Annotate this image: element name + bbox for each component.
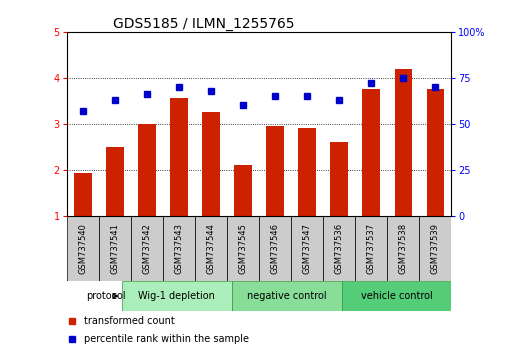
Bar — [74, 173, 91, 216]
Bar — [170, 98, 188, 216]
Text: GSM737545: GSM737545 — [239, 223, 248, 274]
Bar — [131, 216, 163, 281]
Bar — [342, 281, 451, 311]
Bar — [299, 129, 316, 216]
Text: GSM737543: GSM737543 — [174, 223, 184, 274]
Bar — [330, 142, 348, 216]
Bar — [98, 216, 131, 281]
Text: GSM737541: GSM737541 — [110, 223, 120, 274]
Text: negative control: negative control — [247, 291, 326, 301]
Bar — [266, 126, 284, 216]
Text: vehicle control: vehicle control — [361, 291, 432, 301]
Bar — [231, 281, 342, 311]
Bar — [195, 216, 227, 281]
Bar — [291, 216, 323, 281]
Bar — [394, 69, 412, 216]
Text: GSM737536: GSM737536 — [334, 223, 344, 274]
Text: GSM737539: GSM737539 — [431, 223, 440, 274]
Text: GSM737537: GSM737537 — [367, 223, 376, 274]
Bar — [420, 216, 451, 281]
Bar — [427, 89, 444, 216]
Bar — [387, 216, 420, 281]
Bar — [363, 89, 380, 216]
Text: transformed count: transformed count — [84, 316, 175, 326]
Bar — [106, 147, 124, 216]
Text: GSM737542: GSM737542 — [142, 223, 151, 274]
Text: percentile rank within the sample: percentile rank within the sample — [84, 334, 249, 344]
Bar — [67, 216, 98, 281]
Bar — [355, 216, 387, 281]
Text: GSM737540: GSM737540 — [78, 223, 87, 274]
Bar — [323, 216, 355, 281]
Bar — [259, 216, 291, 281]
Bar — [138, 124, 155, 216]
Text: GSM737544: GSM737544 — [206, 223, 215, 274]
Text: protocol: protocol — [86, 291, 126, 301]
Bar — [227, 216, 259, 281]
Bar — [122, 281, 231, 311]
Bar — [163, 216, 195, 281]
Bar — [202, 112, 220, 216]
Text: Wig-1 depletion: Wig-1 depletion — [138, 291, 215, 301]
Text: GSM737547: GSM737547 — [303, 223, 312, 274]
Bar — [234, 165, 252, 216]
Text: GDS5185 / ILMN_1255765: GDS5185 / ILMN_1255765 — [113, 17, 294, 31]
Text: GSM737546: GSM737546 — [270, 223, 280, 274]
Text: GSM737538: GSM737538 — [399, 223, 408, 274]
